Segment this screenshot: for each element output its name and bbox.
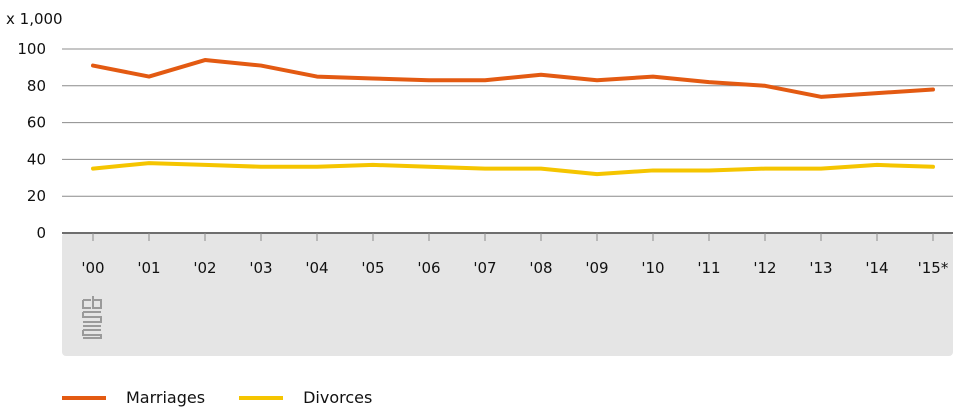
- unit-label: x 1,000: [6, 10, 63, 28]
- series-line-marriages: [93, 60, 933, 97]
- y-tick-labels: 0 20 40 60 80 100: [17, 40, 46, 242]
- legend-label: Marriages: [126, 388, 205, 407]
- legend-swatch: [239, 396, 283, 400]
- x-tick-label: '11: [697, 259, 720, 277]
- x-tick-label: '14: [865, 259, 888, 277]
- y-tick-label: 20: [27, 187, 46, 205]
- series-lines: [93, 60, 933, 174]
- y-tick-label: 80: [27, 77, 46, 95]
- x-tick-label: '03: [249, 259, 272, 277]
- x-tick-label: '02: [193, 259, 216, 277]
- x-tick-label: '00: [81, 259, 104, 277]
- legend-label: Divorces: [303, 388, 372, 407]
- x-tick-label: '12: [753, 259, 776, 277]
- y-tick-label: 40: [27, 150, 46, 168]
- x-tick-label: '09: [585, 259, 608, 277]
- x-tick-label: '15*: [918, 259, 949, 277]
- x-tick-label: '08: [529, 259, 552, 277]
- series-line-divorces: [93, 163, 933, 174]
- x-tick-label: '01: [137, 259, 160, 277]
- y-tick-label: 0: [36, 224, 46, 242]
- legend-swatch: [62, 396, 106, 400]
- x-tick-label: '13: [809, 259, 832, 277]
- x-tick-label: '05: [361, 259, 384, 277]
- x-axis-band: [62, 233, 953, 356]
- legend-item-divorces: Divorces: [239, 388, 372, 407]
- x-tick-label: '06: [417, 259, 440, 277]
- x-tick-label: '07: [473, 259, 496, 277]
- y-tick-label: 60: [27, 114, 46, 132]
- x-tick-label: '04: [305, 259, 328, 277]
- x-tick-label: '10: [641, 259, 664, 277]
- y-tick-label: 100: [17, 40, 46, 58]
- legend-item-marriages: Marriages: [62, 388, 205, 407]
- legend: Marriages Divorces: [62, 388, 406, 407]
